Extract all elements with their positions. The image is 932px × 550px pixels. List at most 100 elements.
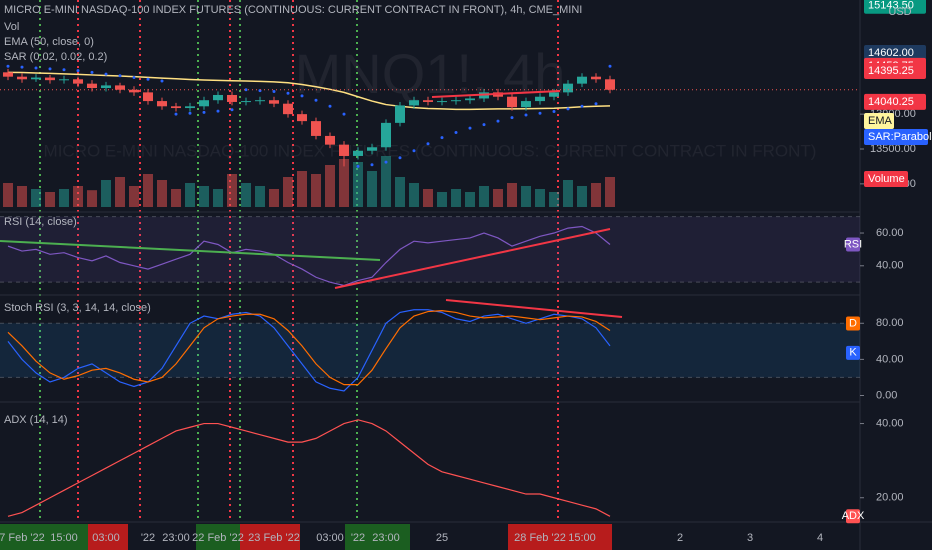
candle-body — [213, 94, 223, 101]
sar-dot — [524, 113, 528, 117]
sar-dot — [608, 64, 612, 68]
series-tag — [846, 316, 860, 331]
sar-dot — [440, 136, 444, 140]
candle-body — [409, 100, 419, 106]
candle-body — [591, 76, 601, 80]
volume-bar — [549, 192, 559, 207]
price-tag — [864, 44, 926, 61]
candle-body — [255, 100, 265, 102]
series-tag-label: ADX — [842, 510, 865, 522]
volume-bar — [479, 186, 489, 207]
volume-bar — [31, 189, 41, 207]
candle-body — [423, 100, 433, 102]
time-label: 03:00 — [92, 532, 120, 544]
sar-dot — [384, 160, 388, 164]
y-tick-label: 60.00 — [876, 227, 904, 239]
sar-dot — [272, 89, 276, 93]
chart-title: MICRO E-MINI NASDAQ-100 INDEX FUTURES (C… — [4, 4, 582, 16]
volume-bar — [297, 171, 307, 207]
indicator-label: EMA (50, close, 0) — [4, 36, 94, 48]
candle-body — [437, 101, 447, 103]
sar-dot — [300, 94, 304, 98]
y-tick-label: 40.00 — [876, 260, 904, 272]
time-highlight — [508, 524, 612, 550]
axis-tag-label: EMA — [868, 115, 893, 127]
indicator-label: Vol — [4, 21, 19, 33]
candle-body — [339, 144, 349, 156]
price-tag-label: 15143.50 — [868, 0, 914, 12]
sar-dot — [62, 68, 66, 72]
sar-dot — [230, 108, 234, 112]
volume-bar — [423, 189, 433, 207]
volume-bar — [521, 186, 531, 207]
time-highlight — [240, 524, 300, 550]
candle-body — [465, 98, 475, 101]
trend-line — [0, 240, 381, 261]
sar-dot — [594, 102, 598, 106]
candle-body — [87, 83, 97, 89]
volume-bar — [157, 180, 167, 207]
pane-title: ADX (14, 14) — [4, 414, 68, 426]
sar-dot — [552, 110, 556, 114]
candle-body — [563, 83, 573, 93]
volume-bar — [213, 189, 223, 207]
candle-body — [185, 106, 195, 109]
volume-bar — [577, 186, 587, 207]
volume-bar — [591, 183, 601, 207]
watermark: MNQ1!, 4h — [295, 42, 566, 105]
time-label: 15:00 — [568, 532, 596, 544]
volume-bar — [325, 165, 335, 207]
axis-tag-label: SAR:ParabolicSAR — [868, 131, 932, 143]
volume-bar — [465, 192, 475, 207]
trend-line — [334, 228, 611, 289]
sar-dot — [48, 67, 52, 71]
sar-dot — [216, 109, 220, 113]
time-label: 23:00 — [372, 532, 400, 544]
volume-bar — [353, 162, 363, 207]
sar-dot — [90, 70, 94, 74]
sar-dot — [244, 88, 248, 92]
volume-bar — [395, 177, 405, 207]
candle-body — [283, 103, 293, 115]
price-tag — [864, 93, 926, 110]
sar-dot — [174, 112, 178, 116]
time-label: 2 — [677, 532, 683, 544]
candle-body — [451, 100, 461, 102]
sar-dot — [6, 64, 10, 68]
price-tag-label: 14395.25 — [868, 65, 914, 77]
candle-body — [269, 100, 279, 104]
watermark-subtitle: MICRO E-MINI NASDAQ-100 INDEX FUTURES (C… — [44, 141, 817, 160]
candle-body — [577, 76, 587, 84]
time-label: 28 Feb '22 — [514, 532, 566, 544]
candle-body — [507, 96, 517, 108]
volume-bar — [269, 189, 279, 207]
candle-body — [395, 105, 405, 123]
axis-tag — [864, 129, 928, 145]
time-label: 4 — [817, 532, 823, 544]
candle-body — [129, 89, 139, 93]
time-label: '22 — [141, 532, 155, 544]
y-tick-label: 40.00 — [876, 353, 904, 365]
time-highlight — [345, 524, 410, 550]
series-tag — [846, 345, 860, 360]
volume-bar — [45, 192, 55, 207]
y-tick-label: 13500.00 — [870, 143, 916, 155]
volume-bar — [311, 174, 321, 207]
sar-dot — [496, 119, 500, 123]
sar-dot — [132, 76, 136, 80]
volume-bar — [409, 183, 419, 207]
candle-body — [3, 72, 13, 77]
volume-bar — [493, 189, 503, 207]
candle-body — [521, 101, 531, 108]
series-line — [7, 310, 611, 386]
volume-bar — [185, 183, 195, 207]
volume-bar — [17, 186, 27, 207]
sar-dot — [510, 116, 514, 120]
volume-bar — [437, 192, 447, 207]
time-highlight — [0, 524, 88, 550]
sar-dot — [566, 107, 570, 111]
candle-body — [73, 79, 83, 84]
sar-dot — [286, 91, 290, 95]
sar-dot — [328, 104, 332, 108]
